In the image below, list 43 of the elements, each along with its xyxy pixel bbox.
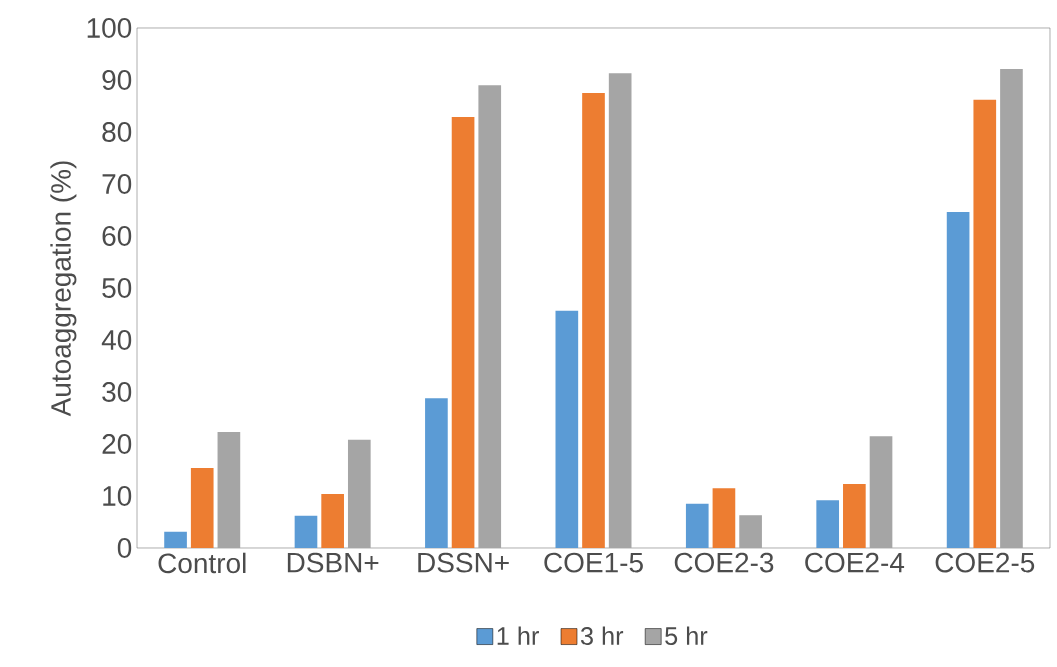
y-tick-label: 50 [102,278,132,298]
bar [869,436,893,548]
y-tick-label: 20 [102,434,132,454]
y-tick-label: 0 [117,538,132,558]
bar [555,310,579,548]
bar [973,99,997,548]
bar [1000,69,1023,548]
y-tick-label: 70 [102,174,132,194]
bar [321,493,344,548]
bar [712,488,736,548]
bar [582,92,605,548]
bar [608,73,632,548]
legend-label: 5 hr [665,626,708,645]
bar [739,515,762,548]
x-tick-label: COE1-5 [544,552,643,573]
y-tick-label: 30 [102,382,132,402]
x-tick-label: DSSN+ [418,552,509,573]
x-tick-label: COE2-5 [935,552,1035,573]
bar [946,212,970,548]
bar [843,484,866,548]
bar [294,515,318,548]
y-axis-title: Autoaggregation (%) [50,161,77,417]
legend-label: 1 hr [497,626,539,645]
x-tick-label: COE2-3 [674,552,774,573]
y-tick-label: 90 [102,70,132,90]
x-tick-label: COE2-4 [805,552,905,573]
y-tick-label: 40 [101,330,132,350]
y-tick-label: 10 [103,486,132,506]
bar [478,85,502,548]
legend-label: 3 hr [580,626,624,645]
y-tick-label: 60 [102,226,132,246]
y-tick-label: 100 [87,18,132,38]
bar [425,398,448,548]
bar [816,500,840,548]
bar [451,116,475,548]
x-tick-label: Control [158,552,246,574]
bar [217,432,241,548]
x-tick-label: DSBN+ [287,552,379,573]
bar [347,439,371,548]
bar [190,467,214,548]
bar [685,503,709,548]
y-tick-label: 80 [102,122,132,142]
bar [164,531,187,548]
